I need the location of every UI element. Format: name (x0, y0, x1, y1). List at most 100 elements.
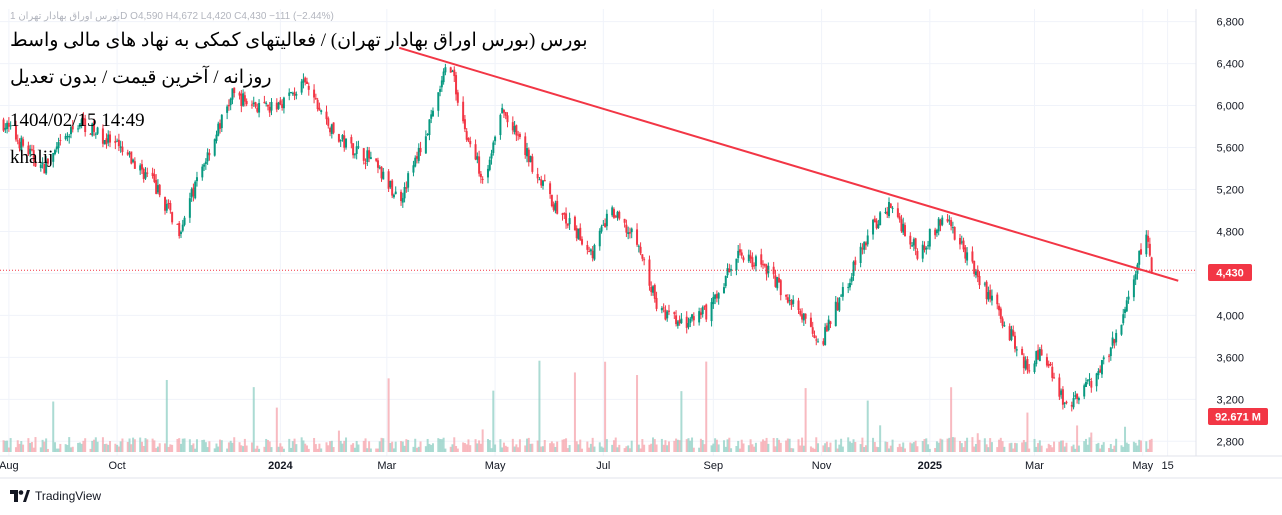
volume-bar (664, 440, 667, 452)
candle-body (318, 107, 321, 111)
time-axis[interactable]: Aug Oct 2024 Mar May Jul Sep Nov 2025 Mar May 15 (0, 460, 1174, 472)
volume-bar (128, 438, 131, 452)
candle-body (502, 109, 505, 113)
candle-body (811, 327, 814, 334)
volume-bar (724, 446, 727, 452)
volume-bar (1138, 439, 1141, 452)
volume-bar (254, 448, 257, 452)
candle-body (479, 173, 482, 178)
candle-body (165, 203, 168, 211)
candle-body (329, 127, 332, 133)
volume-bar (563, 439, 566, 452)
volume-bar (698, 447, 701, 452)
volume-bar (41, 439, 44, 452)
volume-bar (151, 438, 154, 452)
volume-bar (676, 439, 679, 452)
volume-bar (667, 441, 670, 452)
candle-body (57, 142, 60, 149)
candle-body (802, 313, 805, 321)
candle-body (263, 101, 266, 104)
volume-bar (327, 445, 330, 452)
volume-bar (692, 447, 695, 452)
volume-bar (643, 444, 646, 452)
candle-body (884, 212, 887, 214)
volume-bar (279, 443, 282, 452)
candle-body (987, 292, 990, 300)
volume-bar (848, 441, 851, 452)
volume-bar (685, 439, 688, 452)
candle-body (206, 152, 209, 162)
volume-bar (581, 448, 584, 452)
volume-bar (639, 448, 642, 452)
candle-body (785, 295, 788, 297)
candle-body (935, 230, 938, 234)
candle-body (1065, 401, 1068, 404)
volume-bar (325, 442, 328, 452)
price-axis[interactable]: 2,8003,2003,6004,0004,4004,8005,2005,600… (1216, 17, 1244, 449)
candle-body (577, 228, 580, 240)
candle-body (105, 138, 108, 144)
volume-bar (600, 446, 603, 452)
candle-body (1077, 398, 1080, 401)
volume-bar (382, 438, 385, 452)
candle-body (258, 103, 261, 113)
volume-bar (891, 439, 894, 452)
candle-body (536, 173, 539, 179)
volume-bar (240, 445, 243, 452)
volume-bar (167, 446, 170, 452)
candle-body (7, 122, 10, 127)
volume-bar (194, 448, 197, 452)
candle-body (1070, 405, 1073, 407)
candle-body (93, 121, 96, 132)
candle-body (45, 160, 48, 174)
time-tick-label: Aug (0, 460, 19, 472)
volume-bar (762, 439, 765, 452)
candle-body (989, 290, 992, 299)
candle-body (96, 127, 99, 134)
candle-body (192, 187, 195, 197)
volume-bar (465, 444, 468, 452)
candle-body (678, 319, 681, 324)
candle-body (164, 197, 167, 211)
volume-bar (144, 438, 147, 452)
volume-bar (1148, 439, 1151, 452)
volume-bar (463, 443, 466, 452)
volume-bar (689, 440, 692, 452)
candle-body (1099, 369, 1102, 373)
trendline[interactable] (398, 46, 1179, 282)
volume-bar (673, 440, 676, 452)
volume-bar (591, 437, 594, 452)
volume-bar (1088, 437, 1091, 452)
volume-bar (357, 444, 360, 452)
volume-bar (648, 444, 651, 452)
candle-body (405, 187, 408, 189)
candle-body (442, 71, 445, 83)
volume-bar (604, 361, 607, 452)
volume-bar (838, 444, 841, 452)
candle-body (834, 301, 837, 327)
volume-bar (662, 444, 665, 452)
candle-body (288, 92, 291, 96)
price-tick-label: 2,800 (1216, 436, 1244, 448)
volume-bar (82, 440, 85, 452)
candle-body (1148, 243, 1151, 256)
volume-bar (1086, 444, 1089, 452)
volume-bar (469, 445, 472, 452)
volume-bar (133, 439, 136, 452)
candle-body (116, 140, 119, 142)
candle-body (254, 102, 257, 107)
candle-body (1003, 325, 1006, 327)
volume-bar (313, 437, 316, 452)
tradingview-logo[interactable]: TradingView (10, 489, 101, 503)
volume-bar (797, 439, 800, 452)
volume-label: 92.671 M (1215, 412, 1261, 424)
candle-body (1021, 348, 1024, 355)
candle-body (648, 259, 651, 286)
candle-body (772, 266, 775, 275)
candle-body (9, 125, 12, 127)
volume-bar (89, 448, 92, 452)
candle-body (951, 227, 954, 229)
candle-body (790, 300, 793, 306)
volume-bar (229, 440, 232, 452)
